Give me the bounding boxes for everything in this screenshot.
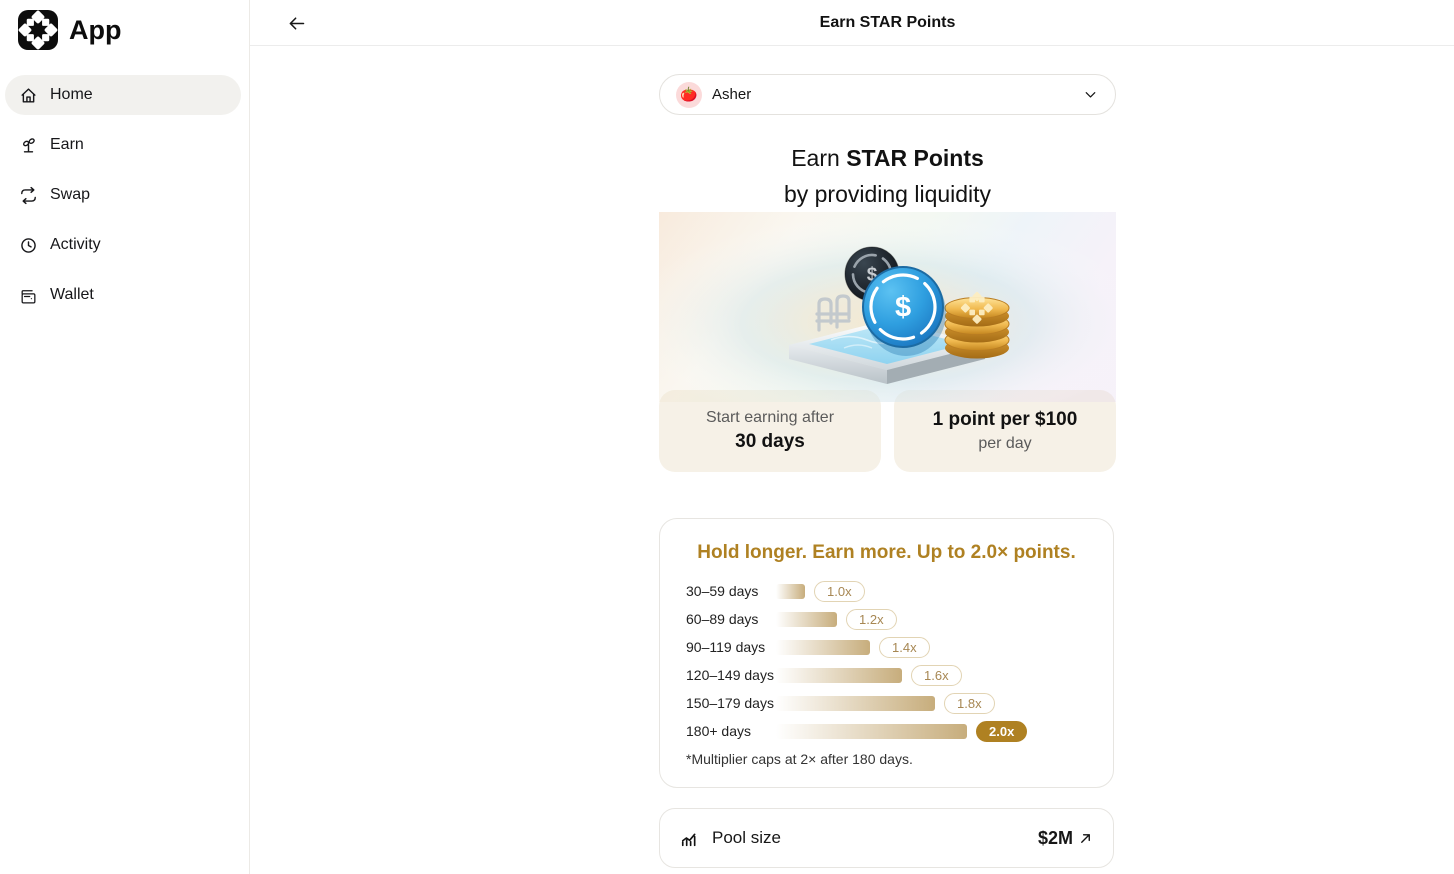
svg-text:$: $	[895, 292, 911, 324]
